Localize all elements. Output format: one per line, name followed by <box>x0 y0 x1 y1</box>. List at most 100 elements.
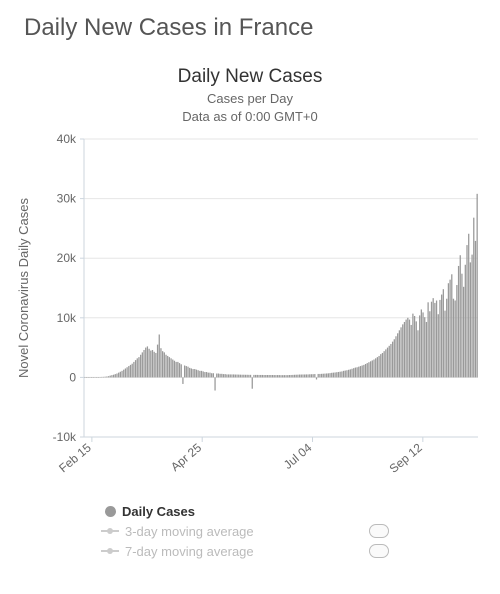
bar <box>142 352 143 377</box>
bar <box>456 285 457 377</box>
bar <box>421 310 422 378</box>
bar <box>304 375 305 378</box>
legend-item[interactable]: 7-day moving average <box>105 541 395 561</box>
bar <box>340 372 341 378</box>
bar <box>356 367 357 377</box>
bar <box>272 375 273 377</box>
bar <box>140 355 141 378</box>
bar <box>301 375 302 378</box>
bar <box>211 373 212 377</box>
bar <box>319 374 320 377</box>
bar <box>311 374 312 377</box>
chart-subtitle-line1: Cases per Day <box>207 91 293 106</box>
bar <box>172 360 173 378</box>
bar <box>280 375 281 377</box>
bar <box>363 365 364 378</box>
bar <box>138 357 139 377</box>
bar <box>455 301 456 378</box>
legend-toggle[interactable] <box>369 544 389 558</box>
bar <box>135 360 136 377</box>
bar <box>309 374 310 377</box>
legend-toggle[interactable] <box>369 524 389 538</box>
bar <box>373 360 374 378</box>
bar <box>451 274 452 377</box>
bar <box>155 353 156 377</box>
bar <box>111 375 112 377</box>
bar <box>181 364 182 377</box>
chart-subtitle: Cases per Day Data as of 0:00 GMT+0 <box>10 90 490 125</box>
bar <box>463 287 464 378</box>
bar <box>473 218 474 378</box>
bar <box>461 274 462 378</box>
bar <box>213 373 214 377</box>
y-tick-label: 20k <box>57 251 77 265</box>
bar <box>204 372 205 377</box>
bar <box>324 374 325 378</box>
bar <box>431 302 432 378</box>
bar <box>130 365 131 378</box>
bar <box>115 374 116 377</box>
bar <box>241 375 242 378</box>
y-tick-label: 40k <box>57 132 77 146</box>
bar <box>378 356 379 377</box>
x-tick-label: Feb 15 <box>56 440 94 475</box>
bar <box>147 347 148 378</box>
bar <box>328 373 329 377</box>
bar <box>194 369 195 377</box>
bar <box>446 299 447 378</box>
bar <box>145 348 146 378</box>
bar <box>199 371 200 378</box>
bar <box>387 348 388 378</box>
bar <box>302 375 303 378</box>
bar <box>477 194 478 378</box>
bar <box>365 364 366 377</box>
bar <box>326 374 327 378</box>
legend-label: 7-day moving average <box>125 544 369 559</box>
bar <box>275 375 276 377</box>
bar <box>89 377 90 378</box>
bar <box>228 375 229 378</box>
bar <box>296 375 297 378</box>
bar <box>282 375 283 377</box>
bar <box>174 361 175 378</box>
x-tick-label: Sep 12 <box>387 440 425 475</box>
x-tick-label: Apr 25 <box>168 440 204 474</box>
bar <box>238 375 239 378</box>
bar <box>245 375 246 378</box>
bar <box>267 375 268 377</box>
bar <box>329 373 330 377</box>
bar <box>427 302 428 377</box>
bar <box>274 375 275 377</box>
chart-subtitle-line2: Data as of 0:00 GMT+0 <box>182 109 317 124</box>
bar <box>289 375 290 377</box>
bar <box>258 375 259 377</box>
bar <box>186 366 187 377</box>
bar <box>159 335 160 378</box>
bar <box>338 372 339 377</box>
chart-title: Daily New Cases <box>10 66 490 88</box>
bar <box>270 375 271 377</box>
bar <box>265 375 266 377</box>
bar <box>395 336 396 377</box>
bar <box>206 372 207 377</box>
bar <box>216 374 217 378</box>
bar <box>169 357 170 377</box>
bar <box>405 320 406 378</box>
legend: Daily Cases3-day moving average7-day mov… <box>105 501 395 561</box>
bar <box>165 355 166 378</box>
bar <box>93 377 94 378</box>
legend-dot-icon <box>105 506 116 517</box>
bar <box>321 374 322 378</box>
bar <box>116 374 117 378</box>
bar <box>248 375 249 378</box>
bar <box>448 283 449 377</box>
bar <box>148 349 149 378</box>
bar <box>223 374 224 377</box>
bar <box>250 375 251 378</box>
legend-item[interactable]: 3-day moving average <box>105 521 395 541</box>
bar <box>441 295 442 378</box>
bar <box>128 366 129 377</box>
bar <box>299 375 300 378</box>
bar <box>214 377 215 390</box>
bar <box>316 377 317 379</box>
